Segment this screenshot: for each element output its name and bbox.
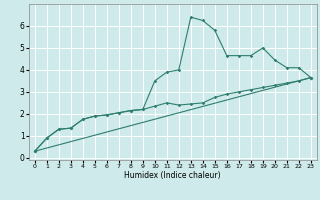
X-axis label: Humidex (Indice chaleur): Humidex (Indice chaleur) xyxy=(124,171,221,180)
